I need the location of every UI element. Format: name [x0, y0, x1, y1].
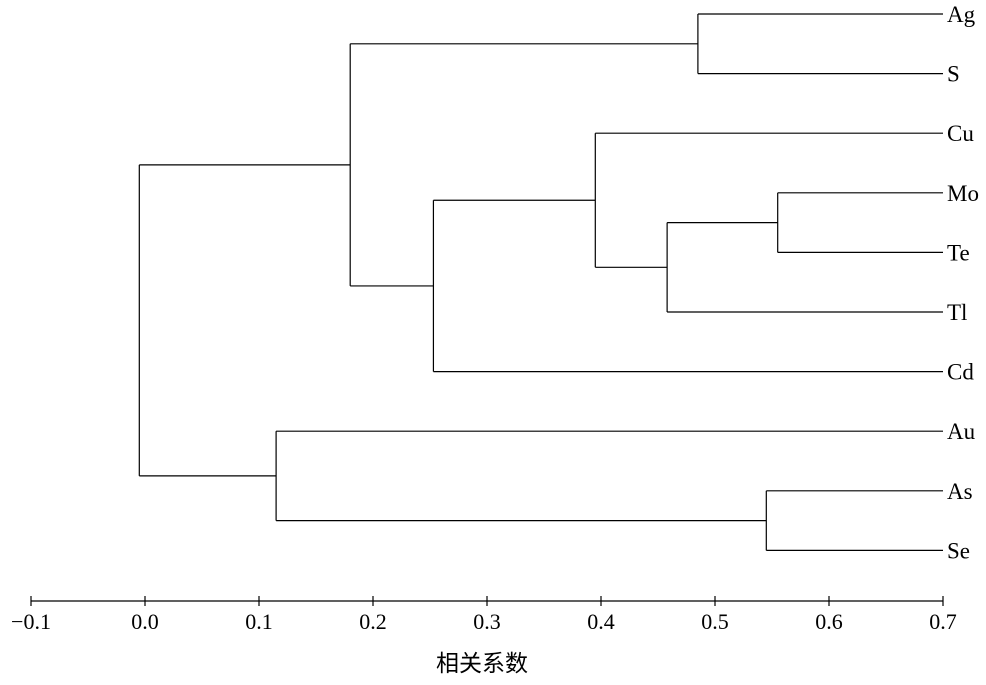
leaf-label-tl: Tl: [947, 300, 967, 325]
x-axis-title: 相关系数: [436, 651, 528, 677]
dendrogram-branches: [138, 13, 943, 552]
leaf-label-ag: Ag: [947, 2, 976, 27]
leaf-label-au: Au: [947, 419, 976, 444]
x-tick-label: 0.3: [473, 609, 501, 634]
x-tick-label: 0.7: [929, 609, 957, 634]
x-tick-label: 0.4: [587, 609, 615, 634]
x-tick-label: 0.5: [701, 609, 729, 634]
leaf-label-cu: Cu: [947, 121, 974, 146]
x-tick-label: −0.1: [11, 609, 51, 634]
x-tick-label: 0.2: [359, 609, 387, 634]
leaf-label-se: Se: [947, 538, 970, 563]
leaf-label-as: As: [947, 479, 973, 504]
x-tick-label: 0.6: [815, 609, 843, 634]
x-tick-label: 0.0: [131, 609, 159, 634]
x-axis-ticks: −0.1 0.0 0.1 0.2 0.3 0.4 0.5 0.6 0.7: [11, 596, 957, 634]
leaf-label-s: S: [947, 62, 960, 87]
x-tick-label: 0.1: [245, 609, 273, 634]
leaf-label-te: Te: [947, 240, 970, 265]
leaf-label-cd: Cd: [947, 360, 974, 385]
x-axis: −0.1 0.0 0.1 0.2 0.3 0.4 0.5 0.6 0.7: [11, 596, 957, 634]
leaf-labels: Ag S Cu Mo Te Tl Cd Au As Se: [947, 2, 979, 563]
leaf-label-mo: Mo: [947, 181, 979, 206]
